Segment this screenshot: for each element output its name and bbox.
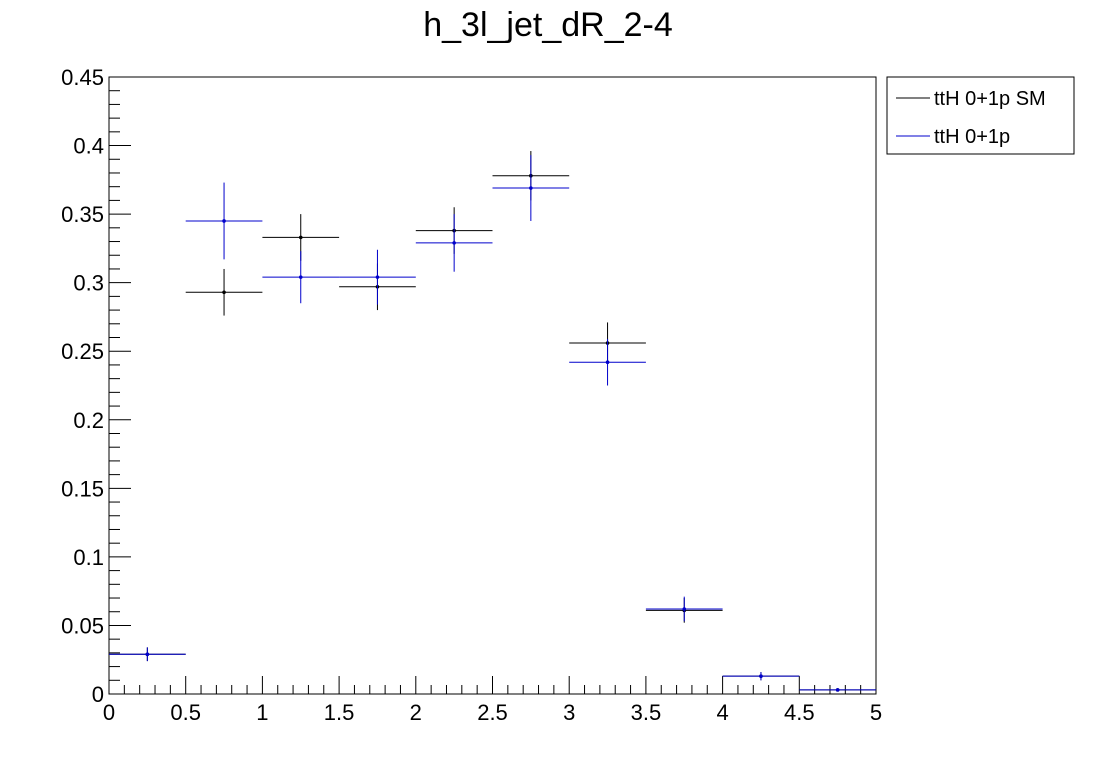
data-point [298,235,303,240]
series-layer [109,151,876,692]
data-point [452,241,456,245]
x-tick-label: 3.5 [631,700,662,725]
data-point [682,607,687,611]
axes: 0 0.5 1 1.5 2 2.5 3 3.5 4 4.5 5 0 0.05 0.1 0.15 0.2 0.25… [61,65,882,725]
data-point [375,275,380,279]
y-tick-label: 0.35 [61,202,104,227]
series-bsm [109,155,876,692]
x-tick-label: 4.5 [784,700,815,725]
x-tick-label: 1.5 [324,700,355,725]
y-tick-label: 0.05 [61,613,104,638]
y-tick-label: 0.4 [73,134,104,159]
x-tick-label: 3 [563,700,575,725]
plot-frame [108,76,877,695]
legend: ttH 0+1p SM ttH 0+1p [886,76,1075,155]
y-tick-label: 0 [92,682,104,707]
chart-title: h_3l_jet_dR_2-4 [423,6,673,44]
legend-label-bsm: ttH 0+1p [934,126,1010,148]
data-point [145,652,150,657]
x-tick-label: 2.5 [477,700,508,725]
x-tick-label: 0 [103,700,115,725]
x-tick-label: 4 [716,700,728,725]
y-tick-label: 0.3 [73,271,104,296]
y-tick-label: 0.15 [61,476,104,501]
y-tick-label: 0.1 [73,545,104,570]
x-tick-label: 0.5 [170,700,201,725]
data-point [605,360,610,364]
x-tick-label: 5 [870,700,882,725]
data-point [835,688,840,692]
data-point [222,219,226,223]
data-point [529,186,533,190]
x-tick-label: 2 [410,700,422,725]
y-tick-label: 0.45 [61,65,104,90]
legend-box [886,76,1075,155]
y-tick-label: 0.25 [61,339,104,364]
data-point [759,674,763,678]
x-tick-label: 1 [256,700,268,725]
data-point [222,290,226,295]
data-point [298,275,303,279]
y-tick-label: 0.2 [73,408,104,433]
legend-label-sm: ttH 0+1p SM [934,88,1046,110]
